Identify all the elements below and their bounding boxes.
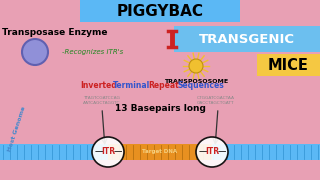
Text: MICE: MICE bbox=[268, 57, 308, 73]
FancyBboxPatch shape bbox=[108, 144, 212, 160]
Text: ITR: ITR bbox=[101, 147, 115, 156]
Text: ITR: ITR bbox=[205, 147, 219, 156]
Circle shape bbox=[22, 39, 48, 65]
Text: PIGGYBAC: PIGGYBAC bbox=[116, 3, 204, 19]
FancyBboxPatch shape bbox=[80, 0, 240, 22]
Text: Inverted: Inverted bbox=[80, 80, 117, 89]
Ellipse shape bbox=[196, 137, 228, 167]
Text: GACCTAGCTGATT: GACCTAGCTGATT bbox=[197, 101, 235, 105]
Text: Repeat: Repeat bbox=[148, 80, 179, 89]
Text: Host Genome: Host Genome bbox=[7, 105, 26, 152]
Text: Transposase Enzyme: Transposase Enzyme bbox=[2, 28, 108, 37]
Text: CTGGATCGACTAA: CTGGATCGACTAA bbox=[197, 96, 235, 100]
Text: TTAGTCGATCCAG: TTAGTCGATCCAG bbox=[83, 96, 120, 100]
Text: TRANSPOSOSOME: TRANSPOSOSOME bbox=[164, 78, 228, 84]
FancyBboxPatch shape bbox=[174, 26, 320, 52]
Text: Sequences: Sequences bbox=[178, 80, 225, 89]
Text: 13 Basepairs long: 13 Basepairs long bbox=[115, 103, 205, 112]
Text: AATCAGCTAGGTC: AATCAGCTAGGTC bbox=[83, 101, 121, 105]
Ellipse shape bbox=[92, 137, 124, 167]
Text: Terminal: Terminal bbox=[113, 80, 150, 89]
FancyBboxPatch shape bbox=[0, 144, 320, 160]
Text: —: — bbox=[218, 147, 226, 156]
Text: —: — bbox=[199, 147, 207, 156]
Text: -Recognizes ITR's: -Recognizes ITR's bbox=[62, 49, 123, 55]
Text: —: — bbox=[95, 147, 103, 156]
Text: TRANSGENIC: TRANSGENIC bbox=[199, 33, 295, 46]
Circle shape bbox=[189, 59, 203, 73]
Text: Target DNA: Target DNA bbox=[142, 150, 178, 154]
Text: —: — bbox=[114, 147, 122, 156]
FancyBboxPatch shape bbox=[257, 54, 320, 76]
